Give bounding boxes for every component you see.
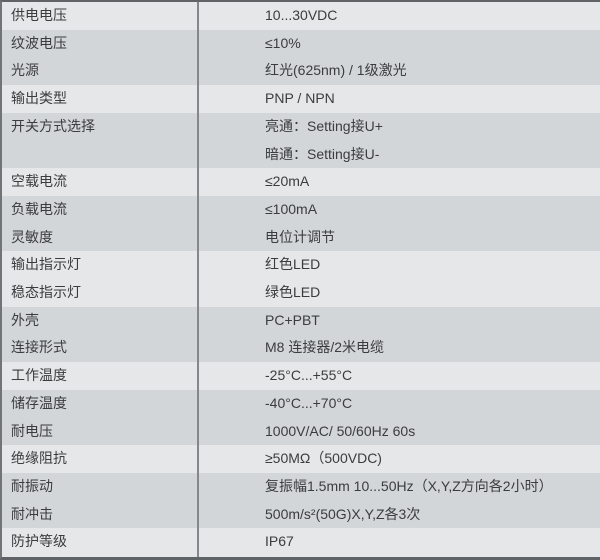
spec-label: 光源: [11, 62, 39, 79]
spec-value: 红色LED: [199, 251, 600, 279]
table-row: 稳态指示灯 绿色LED: [2, 279, 600, 307]
spec-value: -40°C...+70°C: [199, 390, 600, 418]
spec-value: 500m/s²(50G)X,Y,Z各3次: [199, 501, 600, 529]
spec-label: 连接形式: [11, 339, 67, 356]
table-row: 负载电流 ≤100mA: [2, 195, 600, 224]
spec-value: 亮通：Setting接U+ 暗通：Setting接U-: [199, 113, 600, 168]
spec-value: ≤20mA: [199, 168, 600, 196]
spec-value-line: 复振幅1.5mm 10...50Hz（X,Y,Z方向各2小时）: [265, 477, 553, 494]
spec-value: M8 连接器/2米电缆: [199, 334, 600, 362]
spec-value-line: ≤100mA: [265, 200, 318, 217]
spec-value-line: 红光(625nm) / 1级激光: [265, 62, 407, 79]
spec-value-line: ≥50MΩ（500VDC): [265, 450, 382, 467]
spec-value-line: 绿色LED: [265, 284, 321, 300]
table-row: 供电电压 10...30VDC: [2, 2, 600, 30]
spec-value: 红光(625nm) / 1级激光: [199, 57, 600, 85]
spec-value-line: 亮通：Setting接U+: [265, 117, 383, 134]
spec-value-line: 暗通：Setting接U-: [265, 145, 380, 162]
spec-label: 耐振动: [11, 477, 53, 494]
table-row: 耐电压 1000V/AC/ 50/60Hz 60s: [2, 417, 600, 446]
table-row: 耐冲击 500m/s²(50G)X,Y,Z各3次: [2, 500, 600, 529]
column-divider: [197, 2, 199, 557]
spec-value-line: -25°C...+55°C: [265, 367, 353, 384]
table-row: 光源 红光(625nm) / 1级激光: [2, 57, 600, 86]
table-row: 工作温度 -25°C...+55°C: [2, 362, 600, 390]
spec-value-line: 红色LED: [265, 256, 321, 273]
table-row: 纹波电压 ≤10%: [2, 29, 600, 58]
table-row: 绝缘阻抗 ≥50MΩ（500VDC): [2, 445, 600, 473]
spec-label: 输出指示灯: [11, 256, 81, 273]
spec-value-line: 1000V/AC/ 50/60Hz 60s: [265, 422, 416, 439]
spec-value-line: 电位计调节: [265, 228, 335, 245]
spec-value-line: -40°C...+70°C: [265, 394, 353, 411]
table-row: 开关方式选择 亮通：Setting接U+ 暗通：Setting接U-: [2, 112, 600, 169]
spec-label: 防护等级: [11, 533, 67, 550]
spec-value: 10...30VDC: [199, 2, 600, 30]
spec-value: ≤100mA: [199, 196, 600, 224]
spec-value: -25°C...+55°C: [199, 362, 600, 390]
spec-value: 电位计调节: [199, 224, 600, 252]
spec-label: 耐电压: [11, 422, 53, 439]
spec-label: 供电电压: [11, 7, 67, 23]
spec-label: 空载电流: [11, 173, 67, 190]
table-row: 灵敏度 电位计调节: [2, 223, 600, 252]
table-row: 储存温度 -40°C...+70°C: [2, 389, 600, 418]
spec-value-line: 500m/s²(50G)X,Y,Z各3次: [265, 505, 421, 522]
spec-value: PNP / NPN: [199, 85, 600, 113]
spec-value: ≥50MΩ（500VDC): [199, 445, 600, 473]
spec-label: 负载电流: [11, 200, 67, 217]
spec-value-line: PNP / NPN: [265, 90, 335, 107]
table-row: 连接形式 M8 连接器/2米电缆: [2, 334, 600, 363]
spec-label: 外壳: [11, 311, 39, 328]
spec-label: 储存温度: [11, 394, 67, 411]
spec-label: 输出类型: [11, 90, 67, 107]
spec-value-line: M8 连接器/2米电缆: [265, 339, 385, 356]
spec-value: PC+PBT: [199, 307, 600, 335]
spec-label: 开关方式选择: [11, 117, 95, 134]
spec-value-line: ≤10%: [265, 34, 301, 51]
spec-value: ≤10%: [199, 30, 600, 58]
spec-value-line: PC+PBT: [265, 311, 320, 328]
spec-value: 复振幅1.5mm 10...50Hz（X,Y,Z方向各2小时）: [199, 473, 600, 501]
table-row: 耐振动 复振幅1.5mm 10...50Hz（X,Y,Z方向各2小时）: [2, 472, 600, 501]
spec-label: 纹波电压: [11, 34, 67, 51]
spec-value: 1000V/AC/ 50/60Hz 60s: [199, 418, 600, 446]
spec-value-line: ≤20mA: [265, 173, 310, 190]
spec-label: 耐冲击: [11, 505, 53, 522]
table-row: 外壳 PC+PBT: [2, 306, 600, 335]
spec-label: 灵敏度: [11, 228, 53, 245]
spec-value-line: 10...30VDC: [265, 7, 338, 23]
table-row: 空载电流 ≤20mA: [2, 168, 600, 196]
spec-value: IP67: [199, 528, 600, 556]
table-row: 输出指示灯 红色LED: [2, 251, 600, 279]
spec-value-line: IP67: [265, 533, 294, 550]
spec-label: 稳态指示灯: [11, 284, 81, 300]
spec-label: 工作温度: [11, 367, 67, 384]
spec-value: 绿色LED: [199, 279, 600, 307]
table-row: 防护等级 IP67: [2, 528, 600, 557]
table-row: 输出类型 PNP / NPN: [2, 85, 600, 113]
spec-label: 绝缘阻抗: [11, 450, 67, 467]
